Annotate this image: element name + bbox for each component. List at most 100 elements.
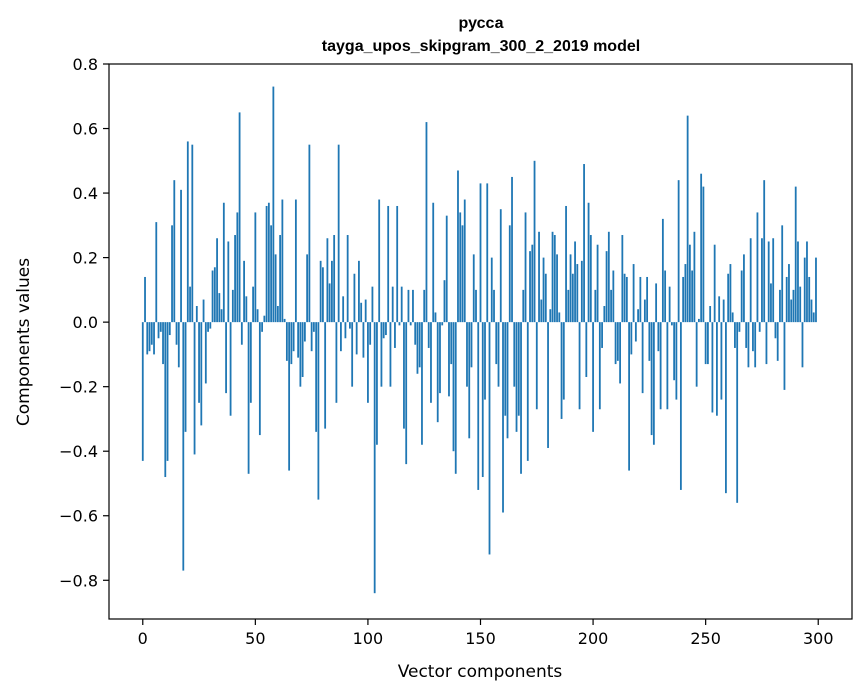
bar — [391, 286, 394, 323]
bar — [770, 283, 772, 323]
bar — [601, 322, 603, 348]
bar — [297, 322, 300, 358]
bar — [252, 286, 254, 323]
bar — [333, 235, 336, 323]
bar — [794, 186, 797, 323]
bar — [443, 280, 446, 323]
bar — [351, 322, 354, 387]
y-tick-label: 0.6 — [73, 120, 98, 139]
bar — [412, 289, 414, 323]
bar — [276, 306, 279, 323]
x-tick-label: 300 — [803, 629, 834, 648]
bar — [263, 315, 266, 323]
bar — [560, 322, 563, 419]
bar — [358, 260, 360, 323]
bar — [238, 112, 241, 323]
bar — [326, 238, 329, 323]
bar — [173, 180, 176, 323]
bar — [400, 286, 403, 323]
bar-series — [141, 86, 817, 594]
bar — [788, 264, 790, 323]
bar — [637, 309, 640, 323]
bar — [481, 322, 484, 478]
bar — [652, 322, 655, 445]
bar — [749, 238, 752, 323]
bar — [258, 322, 261, 436]
bar — [466, 322, 468, 387]
bar — [639, 276, 642, 323]
bar — [718, 296, 721, 323]
bar — [623, 273, 626, 323]
bar — [540, 299, 543, 323]
bar — [324, 322, 327, 429]
bar — [576, 264, 579, 323]
bar — [621, 235, 624, 323]
bar — [704, 322, 707, 365]
bar — [607, 231, 610, 323]
bar — [592, 322, 594, 432]
bar — [738, 322, 741, 332]
bar — [495, 322, 498, 365]
bar — [452, 322, 455, 452]
y-tick-label: 0.8 — [73, 55, 98, 74]
bar — [364, 299, 367, 323]
bar — [716, 322, 718, 416]
y-axis-label: Components values — [14, 258, 34, 426]
bar — [168, 322, 171, 336]
bar — [477, 322, 480, 490]
x-tick-label: 100 — [353, 629, 384, 648]
bar — [661, 218, 664, 323]
bar — [220, 309, 223, 323]
bar — [524, 212, 527, 323]
bar — [574, 241, 576, 323]
bar — [668, 286, 671, 323]
x-tick-label: 50 — [245, 629, 265, 648]
bar — [439, 322, 441, 394]
bar — [416, 322, 419, 374]
bar — [504, 322, 507, 416]
bar — [520, 322, 522, 474]
bar — [371, 286, 374, 323]
bar — [506, 322, 509, 439]
bar — [186, 141, 189, 323]
bar — [207, 322, 209, 332]
bar — [803, 257, 806, 323]
bar — [240, 322, 243, 345]
bar — [571, 273, 574, 323]
bar — [756, 212, 759, 323]
bar — [583, 164, 585, 323]
bar — [670, 322, 673, 326]
bar — [448, 322, 450, 397]
bar — [734, 322, 736, 348]
bar — [688, 244, 691, 323]
bar — [272, 86, 275, 323]
y-tick-label: 0.2 — [73, 249, 98, 268]
bar — [306, 254, 309, 323]
bar — [682, 276, 685, 323]
bar — [344, 322, 347, 339]
y-tick-label: −0.2 — [59, 378, 98, 397]
bar — [799, 286, 802, 323]
bar — [551, 231, 554, 323]
bar — [378, 199, 381, 323]
bar — [632, 264, 635, 323]
bar — [421, 322, 423, 445]
bar — [556, 254, 558, 323]
bar — [454, 322, 457, 474]
bar — [797, 241, 799, 323]
bar — [211, 270, 214, 323]
bar — [385, 322, 387, 336]
bar — [657, 322, 660, 352]
bar — [342, 296, 345, 323]
bar — [650, 322, 653, 436]
bar — [457, 170, 459, 323]
bar — [643, 299, 646, 323]
bar — [707, 322, 709, 365]
bar — [184, 322, 187, 432]
bar — [713, 244, 716, 323]
bar — [182, 322, 185, 571]
bar — [765, 322, 768, 365]
bar — [763, 180, 766, 323]
